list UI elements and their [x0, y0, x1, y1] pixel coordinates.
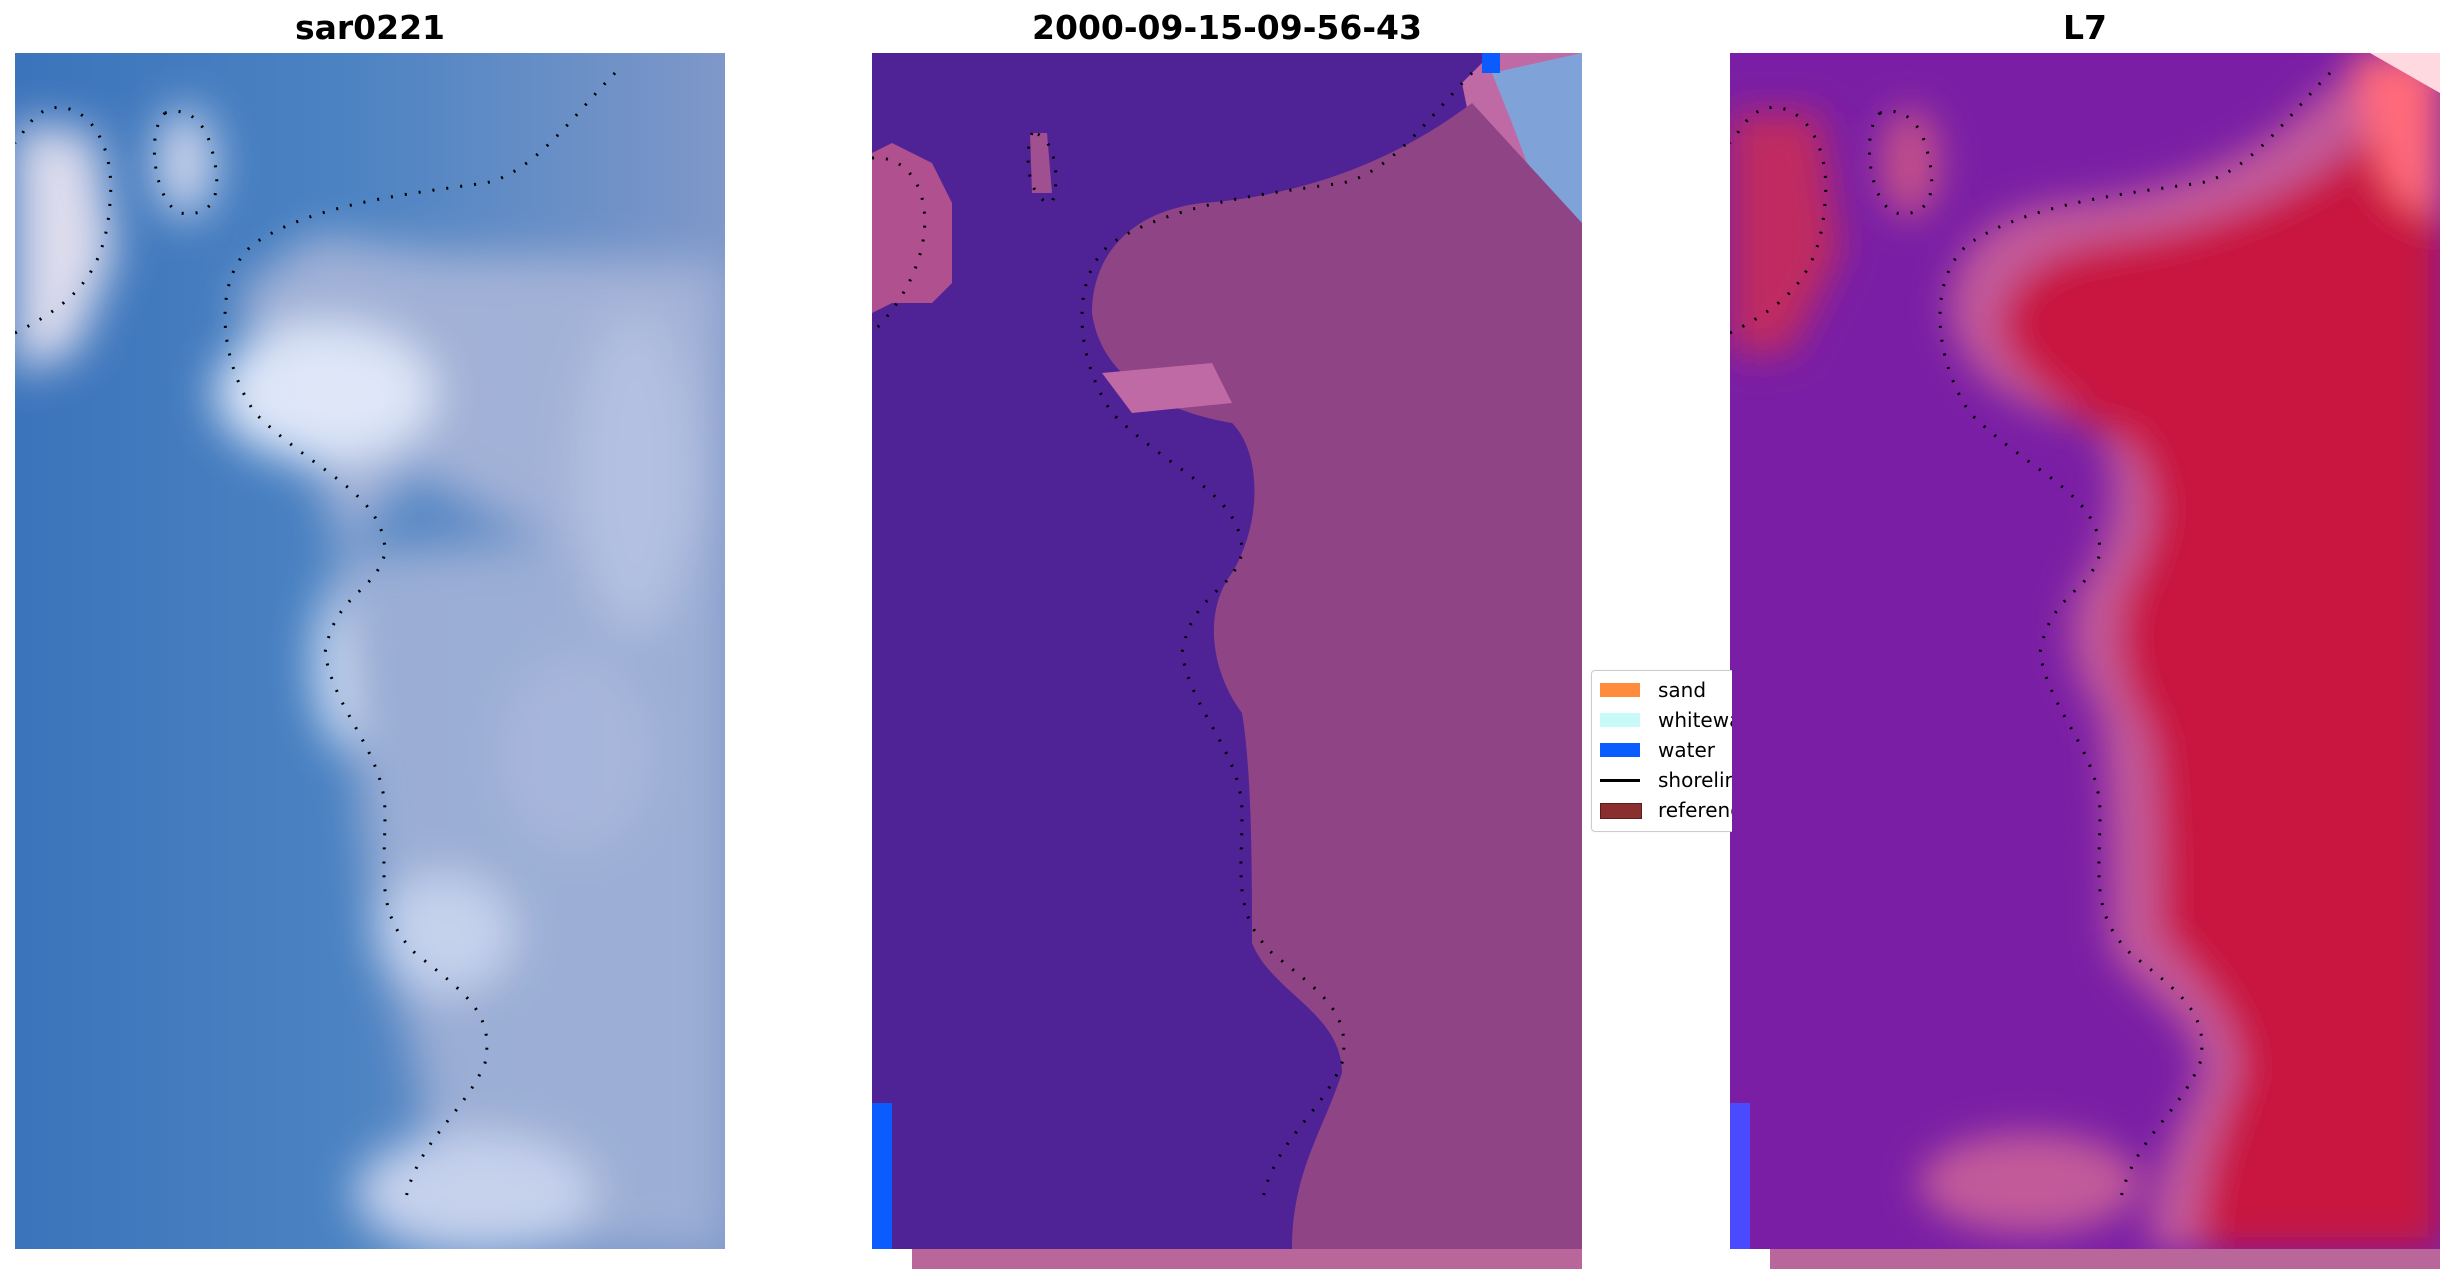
rgb-image-panel: [15, 53, 725, 1249]
legend-item-reference-shoreline: reference shoreline: [1592, 795, 1732, 825]
bottom-strip-right: [1770, 1249, 2440, 1269]
legend-item-whitewater: whitewater: [1592, 705, 1732, 735]
legend-label: reference shoreline: [1658, 798, 1732, 822]
legend-swatch-whitewater: [1600, 713, 1640, 727]
legend-label: sand: [1658, 678, 1707, 702]
corner-patch: [1492, 53, 1582, 233]
classification-image: [872, 53, 1582, 1249]
bottom-strip-middle: [912, 1249, 1582, 1269]
legend: sand whitewater water shoreline referenc…: [1591, 670, 1732, 832]
rgb-image: [15, 53, 725, 1249]
l7-image: [1730, 53, 2440, 1249]
legend-label: whitewater: [1658, 708, 1732, 732]
legend-item-water: water: [1592, 735, 1732, 765]
legend-swatch-sand: [1600, 683, 1640, 697]
panel-title-l7: L7: [2063, 8, 2107, 47]
legend-line-shoreline: [1600, 779, 1640, 782]
legend-swatch-reference: [1600, 803, 1642, 819]
legend-swatch-water: [1600, 743, 1640, 757]
water-edge-left: [872, 1103, 892, 1249]
legend-label: shoreline: [1658, 768, 1732, 792]
panel-title-date: 2000-09-15-09-56-43: [1032, 8, 1422, 47]
legend-label: water: [1658, 738, 1715, 762]
l7-panel: [1730, 53, 2440, 1249]
legend-item-shoreline: shoreline: [1592, 765, 1732, 795]
classification-panel: [872, 53, 1582, 1249]
land-patch-small: [872, 143, 952, 313]
legend-item-sand: sand: [1592, 675, 1732, 705]
l7-edge-left: [1730, 1103, 1750, 1249]
panel-title-rgb: sar0221: [294, 8, 446, 47]
